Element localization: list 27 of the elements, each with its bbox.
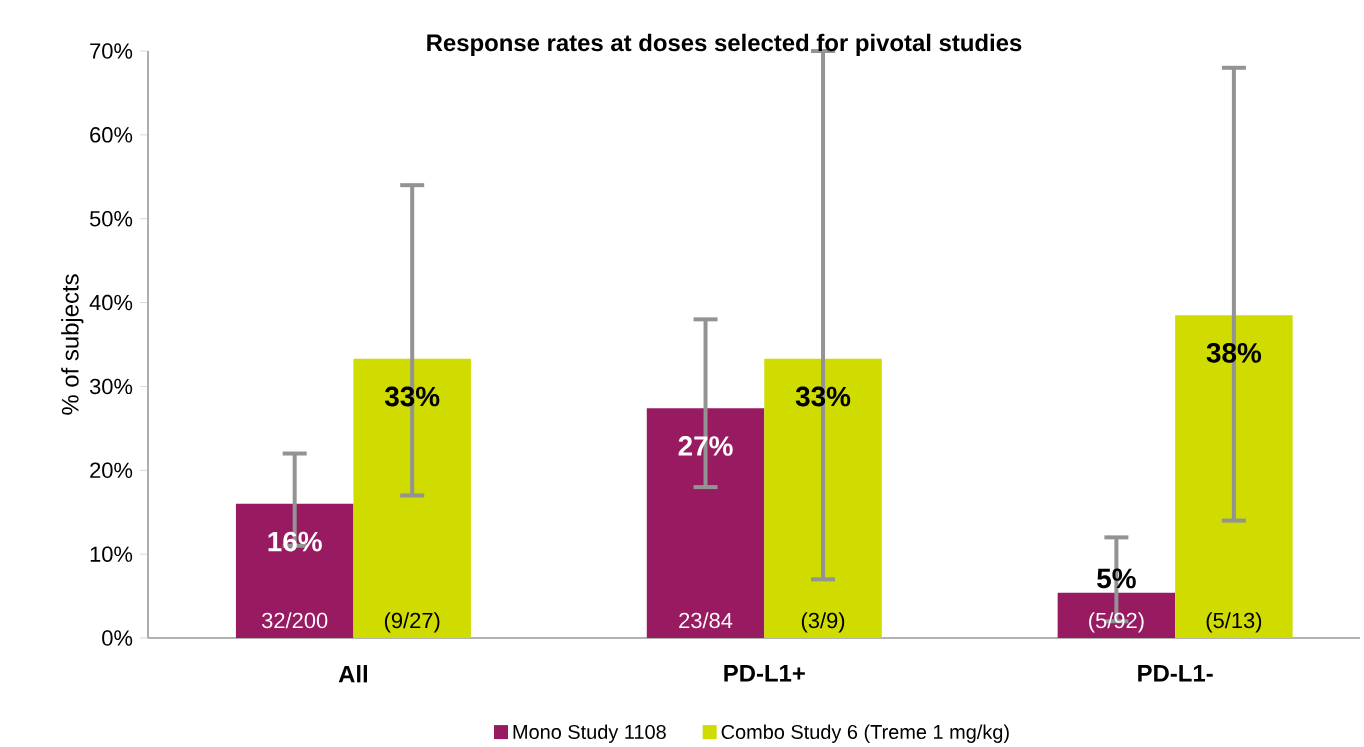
annotation: (9/27) bbox=[384, 612, 440, 633]
y-tick-label: 60% bbox=[90, 127, 133, 143]
y-tick-label: 50% bbox=[89, 210, 133, 227]
legend-label: Mono Study 1108 bbox=[513, 724, 666, 743]
x-tick-label: PD-L1+ bbox=[724, 665, 805, 682]
annotation: (5/92) bbox=[1089, 612, 1144, 633]
y-tick-label: 30% bbox=[89, 378, 133, 395]
bar bbox=[235, 503, 354, 638]
data-label: 5% bbox=[1097, 568, 1136, 589]
chart-title: Response rates at doses selected for pivotal studies bbox=[427, 33, 1022, 57]
y-tick-label: 10% bbox=[90, 546, 133, 562]
data-label: 27% bbox=[678, 436, 733, 456]
annotation: 32/200 bbox=[262, 612, 328, 629]
y-tick-label: 0% bbox=[102, 630, 133, 646]
data-label: 16% bbox=[268, 531, 322, 552]
bar bbox=[646, 408, 765, 638]
y-tick-label: 70% bbox=[90, 43, 133, 59]
x-tick-label: PD-L1- bbox=[1138, 665, 1213, 682]
legend-label: Combo Study 6 (Treme 1 mg/kg) bbox=[721, 724, 1009, 743]
annotation: (3/9) bbox=[801, 612, 845, 633]
y-tick-label: 40% bbox=[89, 294, 133, 311]
y-tick-label: 20% bbox=[90, 462, 133, 479]
x-tick-label: All bbox=[338, 665, 368, 683]
annotation: 23/84 bbox=[679, 612, 733, 629]
annotation: (5/13) bbox=[1206, 612, 1262, 633]
y-axis-title: % of subjects bbox=[61, 274, 84, 415]
bar bbox=[353, 358, 471, 638]
